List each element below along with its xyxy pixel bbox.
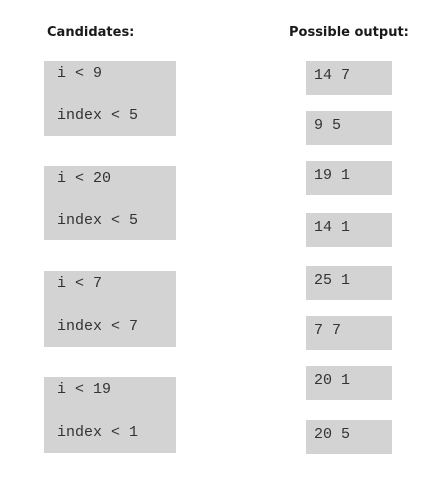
output-box-7: 20 1	[306, 366, 392, 400]
output-value: 14 1	[314, 219, 351, 236]
output-value: 20 5	[314, 426, 351, 443]
output-box-4: 14 1	[306, 213, 392, 247]
candidates-heading: Candidates:	[47, 25, 135, 40]
candidate-condition-i: i < 7	[57, 275, 103, 292]
possible-output-heading: Possible output:	[289, 25, 409, 40]
output-value: 20 1	[314, 372, 351, 389]
output-value: 7 7	[314, 322, 342, 339]
output-box-6: 7 7	[306, 316, 392, 350]
output-value: 14 7	[314, 67, 351, 84]
candidate-condition-i: i < 9	[57, 65, 103, 82]
candidate-condition-index: index < 7	[57, 318, 139, 335]
candidate-box-4: i < 19 index < 1	[44, 377, 176, 453]
candidate-condition-index: index < 1	[57, 424, 139, 441]
candidate-condition-i: i < 20	[57, 170, 112, 187]
output-value: 25 1	[314, 272, 351, 289]
candidate-box-1: i < 9 index < 5	[44, 61, 176, 136]
output-box-5: 25 1	[306, 266, 392, 300]
candidate-box-3: i < 7 index < 7	[44, 271, 176, 347]
output-box-1: 14 7	[306, 61, 392, 95]
candidate-condition-i: i < 19	[57, 381, 112, 398]
candidate-box-2: i < 20 index < 5	[44, 166, 176, 240]
candidate-condition-index: index < 5	[57, 212, 139, 229]
candidate-condition-index: index < 5	[57, 107, 139, 124]
output-box-8: 20 5	[306, 420, 392, 454]
output-value: 19 1	[314, 167, 351, 184]
output-box-2: 9 5	[306, 111, 392, 145]
output-value: 9 5	[314, 117, 342, 134]
output-box-3: 19 1	[306, 161, 392, 195]
